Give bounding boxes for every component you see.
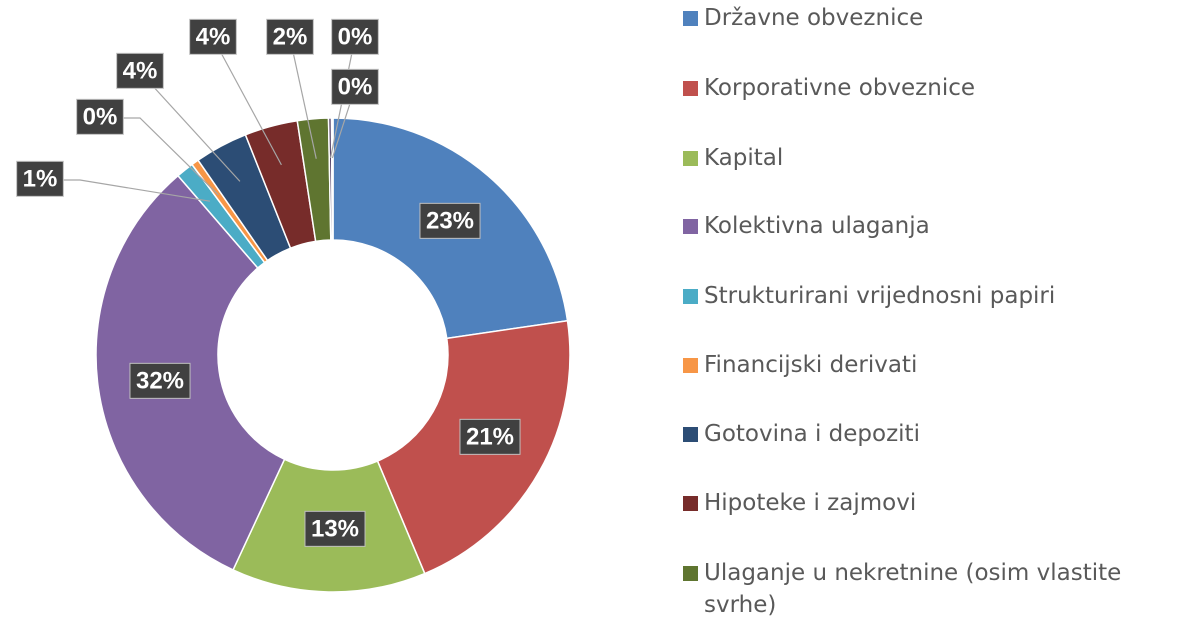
- data-label-box: [419, 202, 481, 239]
- legend-swatch: [683, 358, 698, 373]
- data-label: 23%: [426, 207, 474, 234]
- data-label-box: [16, 160, 64, 197]
- legend-item: Kolektivna ulaganja: [683, 210, 1183, 242]
- legend-swatch: [683, 219, 698, 234]
- legend-item: Ulaganje u nekretnine (osim vlastite svr…: [683, 557, 1183, 621]
- legend-swatch: [683, 11, 698, 26]
- legend-item: Strukturirani vrijednosni papiri: [683, 280, 1183, 312]
- leader-line: [212, 37, 282, 166]
- legend-label: Korporativne obveznice: [704, 75, 976, 101]
- legend-swatch: [683, 427, 698, 442]
- legend-swatch: [683, 496, 698, 511]
- leader-line: [289, 37, 317, 159]
- data-label: 21%: [466, 423, 514, 450]
- legend-label: Strukturirani vrijednosni papiri: [704, 283, 1056, 309]
- leader-line: [139, 71, 241, 182]
- data-label: 0%: [83, 103, 118, 130]
- data-label-box: [129, 362, 191, 399]
- legend-label: Ulaganje u nekretnine (osim vlastite svr…: [704, 560, 1122, 618]
- legend-item: Korporativne obveznice: [683, 72, 1183, 104]
- data-label-box: [189, 18, 237, 55]
- legend-label: Hipoteke i zajmovi: [704, 490, 917, 516]
- legend-label: Državne obveznice: [704, 5, 924, 31]
- data-label-box: [76, 98, 124, 135]
- legend-label: Kapital: [704, 145, 784, 171]
- legend-swatch: [683, 81, 698, 96]
- donut-slice: [330, 117, 334, 241]
- data-label: 4%: [196, 23, 231, 50]
- legend-item: Hipoteke i zajmovi: [683, 487, 1183, 519]
- data-label: 13%: [311, 515, 359, 542]
- data-label-box: [459, 418, 521, 455]
- legend-item: Financijski derivati: [683, 349, 1183, 381]
- data-label-box: [266, 18, 314, 55]
- data-label-box: [116, 52, 164, 89]
- legend-label: Gotovina i depoziti: [704, 421, 920, 447]
- legend-item: Državne obveznice: [683, 2, 1183, 34]
- data-label: 2%: [273, 23, 308, 50]
- legend-swatch: [683, 566, 698, 581]
- data-label: 0%: [338, 23, 373, 50]
- data-label-box: [331, 68, 379, 105]
- data-label: 32%: [136, 367, 184, 394]
- data-label: 0%: [338, 73, 373, 100]
- data-label: 4%: [123, 57, 158, 84]
- legend-swatch: [683, 289, 698, 304]
- legend-label: Financijski derivati: [704, 352, 918, 378]
- legend-item: Gotovina i depoziti: [683, 418, 1183, 450]
- legend-label: Kolektivna ulaganja: [704, 213, 930, 239]
- legend-swatch: [683, 151, 698, 166]
- data-label: 1%: [23, 165, 58, 192]
- data-label-box: [304, 510, 366, 547]
- data-label-box: [331, 18, 379, 55]
- legend-item: Kapital: [683, 142, 1183, 174]
